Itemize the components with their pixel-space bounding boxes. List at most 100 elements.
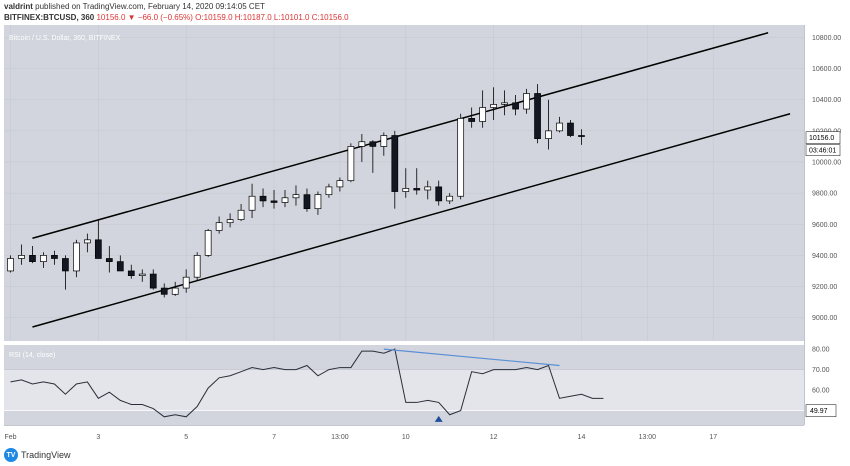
candle-up: [138, 273, 146, 276]
rsi-last-box: [805, 404, 837, 418]
price-change: −66.0 (−0.65%): [137, 13, 193, 22]
candle-up: [182, 276, 190, 289]
price-pane-title: Bitcoin / U.S. Dollar, 360, BITFINEX: [9, 35, 121, 42]
candle-down: [160, 287, 168, 295]
time-tick-label: 7: [272, 434, 276, 441]
candle-up: [325, 186, 333, 196]
candle-down: [62, 258, 69, 272]
candle-up: [347, 146, 355, 182]
countdown-label: 03:46:01: [809, 148, 836, 155]
candle-down: [369, 141, 377, 147]
candle-up: [171, 287, 179, 295]
candle-down: [127, 270, 135, 276]
candle-up: [84, 239, 91, 244]
candle-up: [479, 107, 486, 122]
candle-up: [73, 242, 80, 272]
candle-down: [149, 273, 157, 289]
price-tick-label: 9600.00: [812, 222, 837, 229]
last-price-box: [805, 131, 841, 145]
channel-lower-line: [32, 113, 791, 328]
candle-down: [468, 118, 476, 122]
rsi-line: [10, 348, 604, 418]
candle-up: [523, 93, 530, 110]
candle-down: [94, 239, 102, 259]
last-price-label: 10156.0: [809, 135, 834, 142]
candle-up: [18, 255, 25, 259]
time-tick-label: 14: [578, 434, 586, 441]
time-tick-label: 5: [184, 434, 188, 441]
candle-up: [380, 135, 388, 147]
footer: TV TradingView: [4, 448, 71, 462]
candle-up: [237, 209, 245, 220]
candle-down: [512, 102, 519, 110]
candle-down: [534, 93, 541, 139]
rsi-tick-label: 70.00: [812, 367, 830, 374]
candle-up: [556, 122, 563, 132]
price-tick-label: 10800.00: [812, 35, 841, 42]
rsi-tick-label: 80.00: [812, 347, 830, 354]
candle-up: [545, 130, 552, 139]
brand-name[interactable]: TradingView: [21, 450, 71, 460]
candle-down: [391, 135, 399, 192]
price-tick-label: 9400.00: [812, 253, 837, 260]
channel-upper-line: [32, 32, 769, 239]
candle-up: [446, 195, 454, 202]
author-name[interactable]: valdrint: [4, 2, 33, 11]
candle-up: [281, 197, 289, 203]
time-tick-label: 12: [490, 434, 498, 441]
price-tick-label: 9000.00: [812, 315, 837, 322]
candle-up: [193, 255, 201, 278]
countdown-box: [805, 144, 841, 157]
candle-down: [259, 195, 267, 202]
candle-down: [303, 194, 311, 210]
price-tick-label: 9800.00: [812, 191, 837, 198]
time-tick-label: 17: [709, 434, 717, 441]
down-arrow-icon: ▼: [127, 13, 136, 22]
time-tick-label: 3: [96, 434, 100, 441]
candle-down: [435, 186, 443, 202]
candle-up: [292, 194, 300, 199]
symbol-name: BITFINEX:BTCUSD, 360: [4, 13, 95, 22]
published-text: published on TradingView.com, February 1…: [35, 2, 265, 11]
rsi-divergence-line: [383, 348, 560, 367]
candle-up: [424, 186, 432, 191]
rsi-band: [4, 369, 804, 411]
candle-down: [578, 135, 585, 137]
candle-up: [501, 102, 508, 105]
candle-up: [226, 219, 234, 224]
candle-up: [336, 180, 344, 188]
tradingview-logo-icon: TV: [4, 448, 18, 462]
price-tick-label: 10400.00: [812, 97, 841, 104]
symbol-line: BITFINEX:BTCUSD, 360 10156.0 ▼ −66.0 (−0…: [4, 13, 349, 22]
time-tick-label: Feb: [4, 434, 16, 441]
rsi-last-label: 49.97: [810, 408, 828, 415]
time-tick-label: 10: [402, 434, 410, 441]
candle-down: [51, 255, 58, 259]
price-tick-label: 9200.00: [812, 284, 837, 291]
time-tick-label: 13:00: [331, 434, 349, 441]
rsi-pane-title: RSI (14, close): [9, 352, 55, 359]
triangle-up-marker-icon: [434, 415, 443, 422]
candle-up: [7, 258, 14, 272]
candle-down: [567, 122, 574, 136]
candle-down: [270, 200, 278, 203]
candle-down: [413, 188, 421, 191]
price-pane: [4, 25, 804, 341]
candle-up: [457, 118, 465, 197]
candle-up: [40, 255, 47, 262]
candle-up: [490, 104, 497, 108]
candle-up: [215, 222, 223, 231]
candle-down: [116, 261, 124, 272]
publish-header: valdrint published on TradingView.com, F…: [4, 2, 265, 11]
candle-up: [248, 195, 256, 211]
last-price: 10156.0: [96, 13, 126, 22]
price-tick-label: 10000.00: [812, 159, 841, 166]
rsi-tick-label: 60.00: [812, 388, 830, 395]
price-tick-label: 10600.00: [812, 66, 841, 73]
candle-up: [204, 230, 212, 256]
candle-up: [402, 188, 410, 192]
ohlc-values: O:10159.0 H:10187.0 L:10101.0 C:10156.0: [195, 13, 349, 22]
time-tick-label: 13:00: [639, 434, 657, 441]
candle-down: [105, 258, 113, 262]
